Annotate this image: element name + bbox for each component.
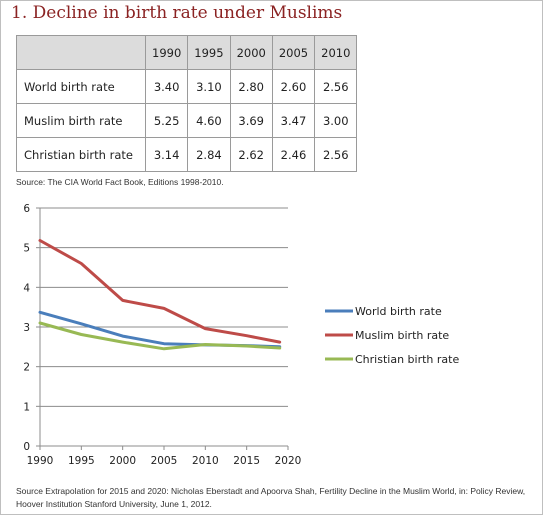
table-cell: 2.80 xyxy=(229,69,273,104)
legend-label: Christian birth rate xyxy=(355,353,459,366)
table-corner-cell xyxy=(16,35,146,70)
y-tick-label: 4 xyxy=(23,282,30,294)
table-cell: 2.84 xyxy=(187,137,231,172)
y-tick-label: 1 xyxy=(23,401,30,413)
x-tick-label: 1995 xyxy=(68,455,95,467)
y-tick-label: 5 xyxy=(23,243,30,255)
table-cell: 2.62 xyxy=(229,137,273,172)
table-cell: 2.56 xyxy=(314,137,358,172)
row-label: World birth rate xyxy=(16,69,146,104)
page-title: 1. Decline in birth rate under Muslims xyxy=(11,3,343,23)
y-tick-label: 3 xyxy=(23,322,30,334)
series-line-2 xyxy=(38,239,282,344)
table-cell: 2.60 xyxy=(271,69,316,104)
table-header-row: 1990 1995 2000 2005 2010 xyxy=(16,35,358,70)
y-tick-label: 0 xyxy=(23,441,30,453)
line-chart: 0 1 2 3 4 5 6 1990 1995 2000 2005 2010 2015 2020 World… xyxy=(23,203,459,467)
x-tick-label: 2005 xyxy=(151,455,178,467)
table-header-cell: 1995 xyxy=(187,35,231,70)
table-row: Muslim birth rate 5.25 4.60 3.69 3.47 3.… xyxy=(16,103,358,138)
series-line-1 xyxy=(38,310,282,349)
source-note-bottom: Source Extrapolation for 2015 and 2020: … xyxy=(16,486,526,509)
y-tick-label: 2 xyxy=(23,362,30,374)
table-cell: 3.14 xyxy=(144,137,189,172)
table-cell: 3.69 xyxy=(229,103,273,138)
source-note-top: Source: The CIA World Fact Book, Edition… xyxy=(16,177,224,187)
table-header-cell: 2000 xyxy=(229,35,273,70)
table-cell: 4.60 xyxy=(187,103,231,138)
y-tick-label: 6 xyxy=(23,203,30,215)
row-label: Christian birth rate xyxy=(16,137,146,172)
series-line-3 xyxy=(38,321,282,351)
table-cell: 5.25 xyxy=(144,103,189,138)
table-cell: 3.10 xyxy=(187,69,231,104)
table-header-cell: 2010 xyxy=(314,35,358,70)
x-tick-label: 1990 xyxy=(27,455,54,467)
table-header-cell: 1990 xyxy=(144,35,189,70)
table-cell: 3.47 xyxy=(271,103,316,138)
table-header-cell: 2005 xyxy=(271,35,316,70)
table-cell: 2.56 xyxy=(314,69,358,104)
table-cell: 3.00 xyxy=(314,103,358,138)
table-cell: 3.40 xyxy=(144,69,189,104)
table-cell: 2.46 xyxy=(271,137,316,172)
table-row: Christian birth rate 3.14 2.84 2.62 2.46… xyxy=(16,137,358,172)
row-label: Muslim birth rate xyxy=(16,103,146,138)
x-tick-label: 2020 xyxy=(275,455,302,467)
x-tick-label: 2000 xyxy=(109,455,136,467)
table-row: World birth rate 3.40 3.10 2.80 2.60 2.5… xyxy=(16,69,358,104)
legend-label: World birth rate xyxy=(355,305,442,318)
x-tick-label: 2010 xyxy=(192,455,219,467)
x-tick-label: 2015 xyxy=(233,455,260,467)
birth-rate-table: 1990 1995 2000 2005 2010 World birth rat… xyxy=(16,35,358,172)
legend-label: Muslim birth rate xyxy=(355,329,449,342)
